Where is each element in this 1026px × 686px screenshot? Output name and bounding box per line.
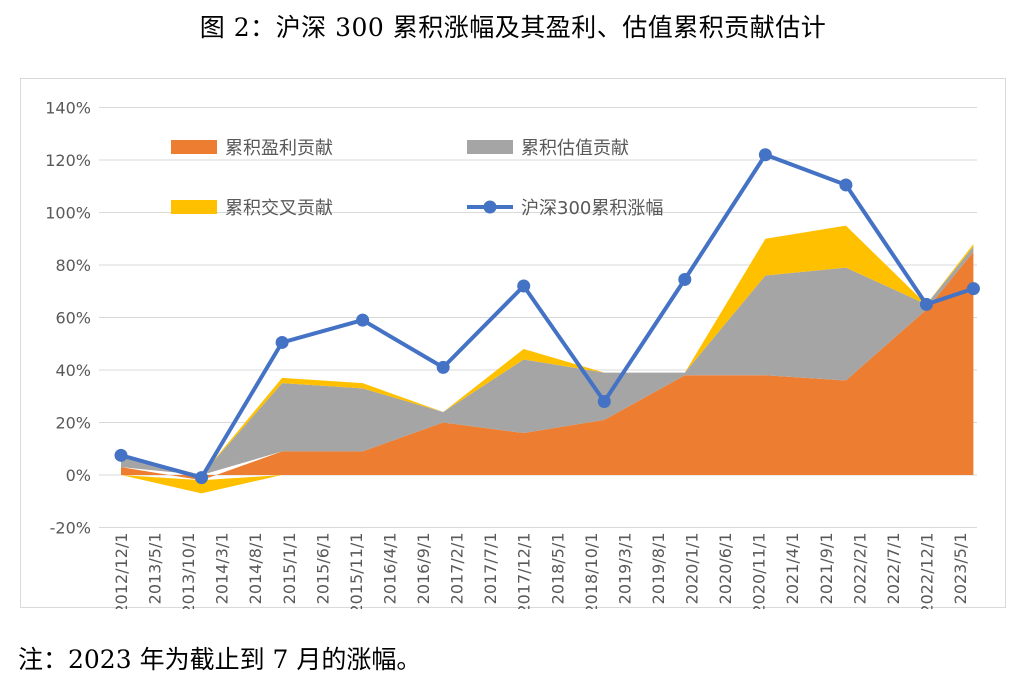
area-valuation	[121, 246, 974, 475]
y-tick-label: 80%	[55, 256, 91, 275]
x-tick-label: 2019/3/1	[615, 533, 634, 605]
x-tick-label: 2014/8/1	[246, 533, 265, 605]
index-point	[597, 395, 611, 408]
legend-label: 沪深300累积涨幅	[521, 198, 663, 219]
series-line-index	[120, 152, 975, 480]
x-tick-label: 2015/6/1	[313, 533, 332, 605]
area-cross-negative	[121, 475, 974, 494]
x-tick-label: 2013/5/1	[146, 533, 165, 605]
index-point	[919, 297, 933, 311]
index-point	[195, 471, 209, 485]
legend-swatch	[171, 140, 217, 154]
index-point	[356, 313, 370, 327]
y-tick-label: 0%	[66, 466, 91, 485]
index-point	[758, 148, 772, 162]
chart-title: 图 2：沪深 300 累积涨幅及其盈利、估值累积贡献估计	[199, 13, 827, 42]
x-tick-label: 2021/9/1	[817, 533, 836, 605]
x-tick-label: 2022/12/1	[917, 533, 936, 610]
y-tick-label: 40%	[55, 361, 91, 380]
x-tick-label: 2023/5/1	[951, 533, 970, 605]
y-tick-label: 60%	[55, 309, 91, 328]
legend-marker	[483, 200, 497, 214]
index-point	[678, 272, 692, 286]
x-tick-label: 2020/1/1	[683, 533, 702, 605]
index-point	[966, 282, 980, 296]
y-tick-label: 140%	[45, 99, 91, 118]
x-tick-label: 2018/10/1	[582, 533, 601, 610]
x-tick-label: 2017/2/1	[448, 533, 467, 605]
index-point	[436, 360, 450, 374]
index-point	[114, 448, 128, 462]
legend-label: 累积盈利贡献	[225, 138, 333, 159]
x-tick-label: 2020/11/1	[750, 533, 769, 610]
y-tick-label: 20%	[55, 414, 91, 433]
index-point	[517, 279, 531, 293]
legend-swatch	[171, 200, 217, 214]
x-tick-label: 2019/8/1	[649, 533, 668, 605]
x-tick-label: 2012/12/1	[112, 533, 131, 610]
index-point	[839, 178, 853, 192]
x-tick-label: 2013/10/1	[179, 533, 198, 610]
area-earnings	[121, 251, 974, 481]
x-tick-label: 2016/4/1	[380, 533, 399, 605]
footnote: 注：2023 年为截止到 7 月的涨幅。	[18, 645, 422, 674]
chart-svg: -20% 0% 20% 40% 60% 80% 100% 120% 140% 2012/12/1 2…	[45, 99, 980, 610]
index-point	[275, 335, 289, 349]
x-tick-label: 2015/11/1	[347, 533, 366, 610]
y-tick-label: 120%	[45, 151, 91, 170]
x-tick-label: 2022/7/1	[884, 533, 903, 605]
x-tick-label: 2017/7/1	[481, 533, 500, 605]
x-tick-label: 2014/3/1	[213, 533, 232, 605]
x-tick-label: 2015/1/1	[280, 533, 299, 605]
legend-label: 累积估值贡献	[521, 138, 629, 159]
legend-swatch	[467, 140, 513, 154]
x-tick-label: 2017/12/1	[515, 533, 534, 610]
x-tick-label: 2018/5/1	[548, 533, 567, 605]
y-tick-label: 100%	[45, 204, 91, 223]
chart-frame: -20% 0% 20% 40% 60% 80% 100% 120% 140% 2012/12/1 2…	[20, 78, 1006, 610]
x-tick-label: 2022/2/1	[850, 533, 869, 605]
y-tick-label: -20%	[50, 519, 91, 538]
x-tick-label: 2020/6/1	[716, 533, 735, 605]
legend-label: 累积交叉贡献	[225, 198, 333, 219]
x-tick-label: 2016/9/1	[414, 533, 433, 605]
x-tick-label: 2021/4/1	[783, 533, 802, 605]
